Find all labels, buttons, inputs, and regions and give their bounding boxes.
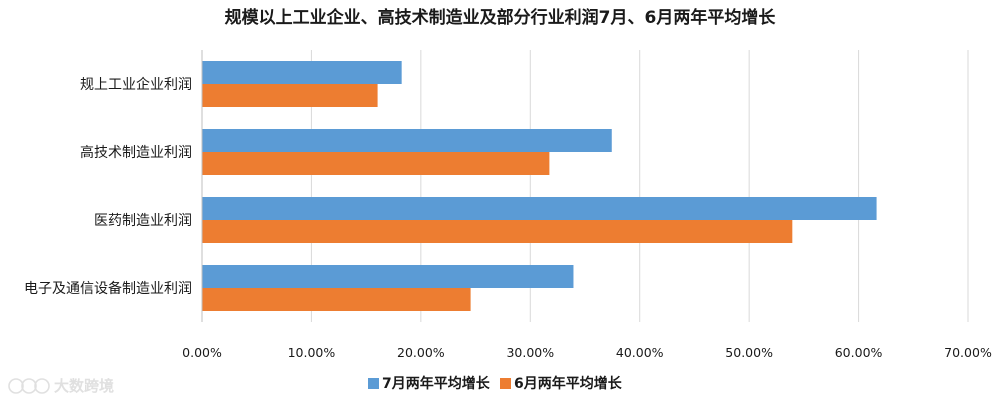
x-axis-tick-labels: 0.00% 10.00% 20.00% 30.00% 40.00% 50.00% 60.00… [182,345,992,360]
x-tick-label: 70.00% [944,345,992,360]
x-tick-label: 60.00% [835,345,883,360]
legend-swatch [368,378,379,389]
bar-july-1 [202,129,612,152]
bar-june-1 [202,152,550,175]
brand-logo-icon [8,378,50,394]
bars [202,61,877,311]
chart-title: 规模以上工业企业、高技术制造业及部分行业利润7月、6月两年平均增长 [225,7,777,28]
category-label: 高技术制造业利润 [80,144,192,161]
category-label: 电子及通信设备制造业利润 [24,280,192,297]
legend-label: 7月两年平均增长 [382,375,491,392]
x-tick-label: 40.00% [616,345,664,360]
x-tick-label: 50.00% [725,345,773,360]
x-tick-label: 10.00% [288,345,336,360]
watermark-text: 大数跨境 [54,377,114,395]
x-tick-label: 0.00% [182,345,222,360]
bar-july-3 [202,265,574,288]
legend: 7月两年平均增长 6月两年平均增长 [368,375,623,392]
category-label: 规上工业企业利润 [80,76,192,93]
x-tick-label: 20.00% [397,345,445,360]
bar-july-2 [202,197,877,220]
x-tick-label: 30.00% [506,345,554,360]
watermark: 大数跨境 [8,377,114,395]
bar-june-0 [202,84,378,107]
legend-label: 6月两年平均增长 [514,375,623,392]
category-label: 医药制造业利润 [94,213,192,229]
bar-july-0 [202,61,402,84]
legend-swatch [500,378,511,389]
bar-june-2 [202,220,793,243]
bar-june-3 [202,288,471,311]
